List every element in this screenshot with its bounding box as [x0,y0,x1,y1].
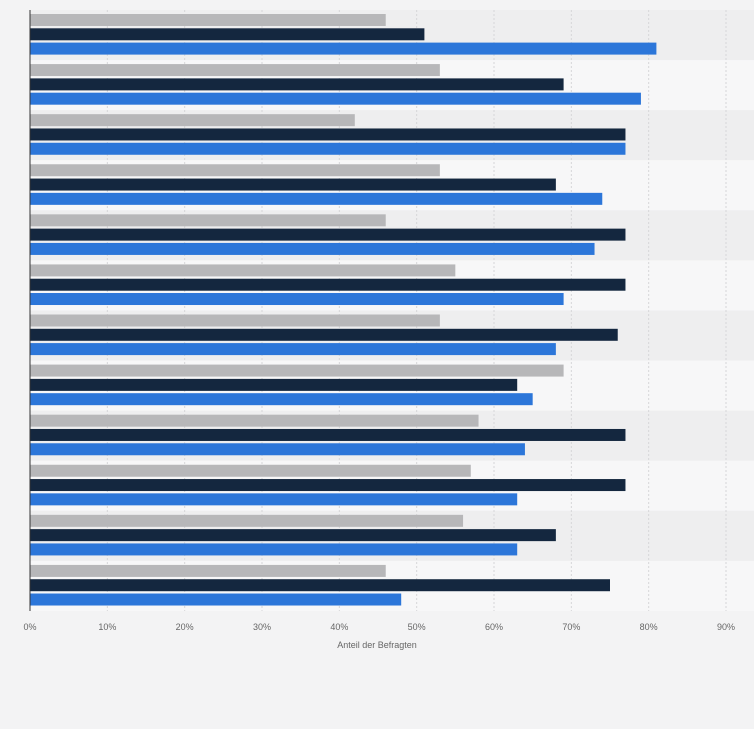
bar [30,328,618,341]
bars [30,14,657,606]
bar [30,479,626,492]
bar [30,393,533,406]
bar [30,178,556,191]
bar [30,529,556,542]
bar [30,514,464,527]
x-tick-label: 50% [408,622,426,632]
bar [30,228,626,241]
x-axis: 0% 10% 20% 30% 40% 50% 60% 70% 80% 90% [23,10,735,632]
x-tick-label: 20% [176,622,194,632]
x-tick-label: 10% [98,622,116,632]
bar [30,593,402,606]
bar [30,164,440,177]
x-tick-label: 40% [330,622,348,632]
bar [30,543,518,556]
bar [30,428,626,441]
bar [30,14,386,26]
bar [30,579,610,592]
x-axis-title: Anteil der Befragten [337,640,417,650]
x-tick-label: 30% [253,622,271,632]
bar [30,214,386,227]
bar [30,564,386,577]
bar [30,142,626,155]
bar [30,493,518,506]
bar [30,128,626,141]
x-tick-label: 0% [23,622,36,632]
x-tick-label: 60% [485,622,503,632]
bar [30,242,595,255]
bar [30,92,641,105]
bar [30,114,355,127]
bar [30,314,440,327]
bar [30,414,479,427]
bar [30,278,626,291]
x-tick-label: 80% [640,622,658,632]
bar [30,64,440,77]
bar [30,293,564,306]
bar [30,443,525,456]
bar [30,364,564,377]
bar [30,343,556,356]
bar [30,464,471,477]
bar [30,28,425,41]
bar [30,42,657,55]
bar [30,378,518,391]
x-tick-label: 70% [562,622,580,632]
bar [30,78,564,91]
gridlines [106,10,727,611]
bar [30,264,456,277]
bar [30,192,603,205]
x-tick-label: 90% [717,622,735,632]
